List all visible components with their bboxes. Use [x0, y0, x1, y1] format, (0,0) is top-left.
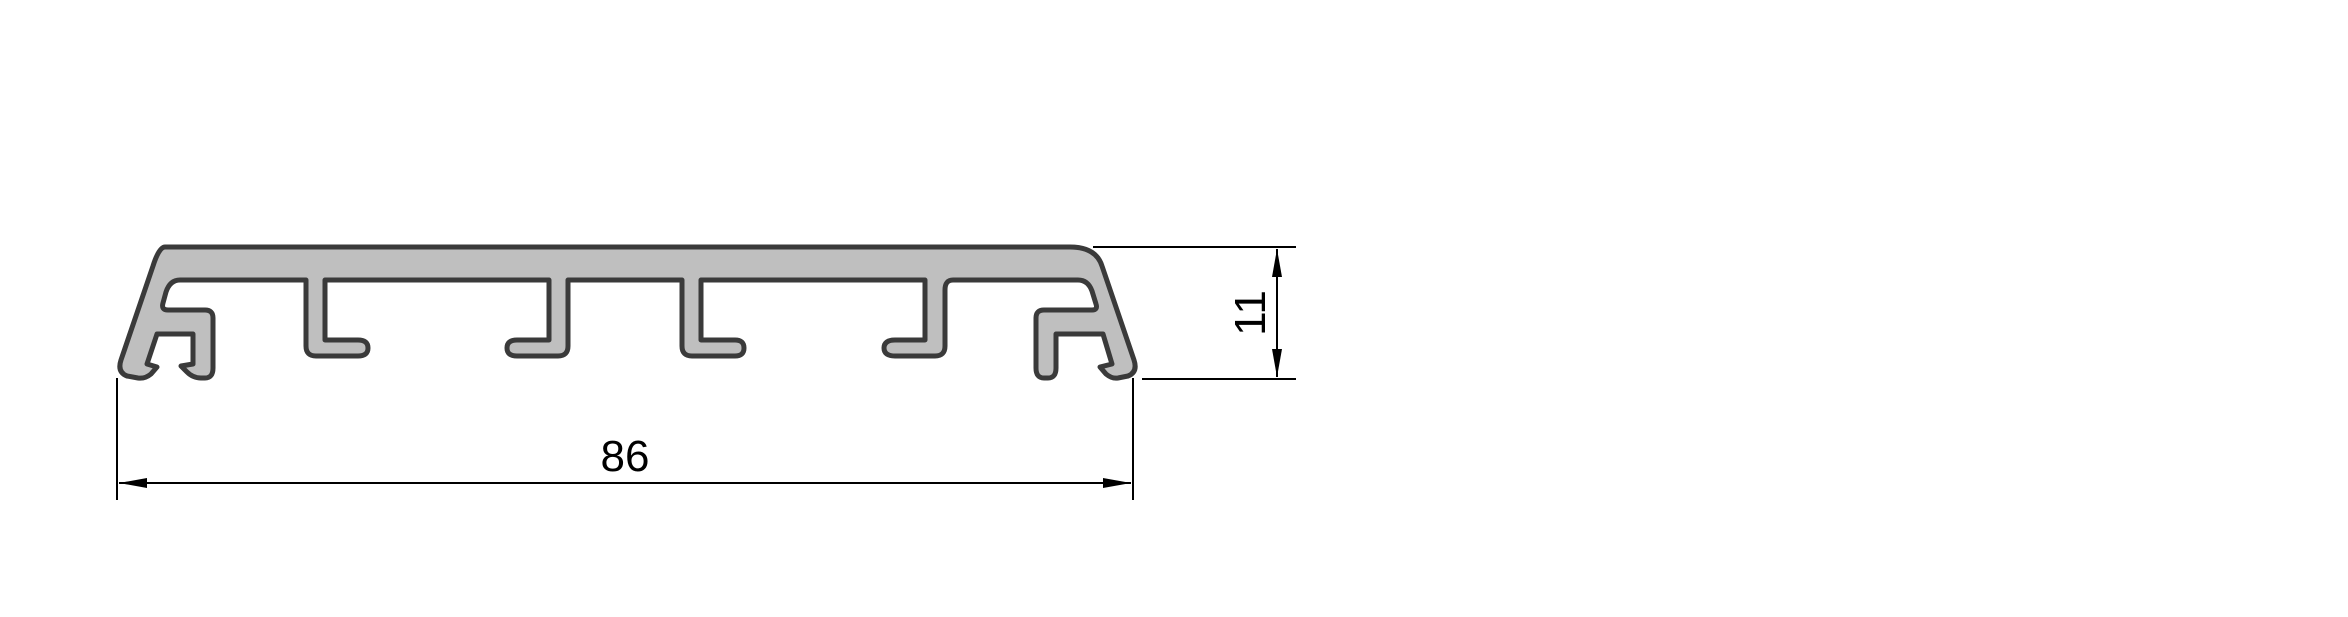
- height-dimension: 11: [1093, 246, 1296, 380]
- profile-cross-section: [117, 244, 1138, 381]
- height-dimension-label: 11: [1226, 290, 1275, 336]
- width-dimension: 86: [116, 378, 1134, 500]
- profile-outline: [117, 244, 1138, 381]
- width-dimension-label: 86: [601, 432, 650, 481]
